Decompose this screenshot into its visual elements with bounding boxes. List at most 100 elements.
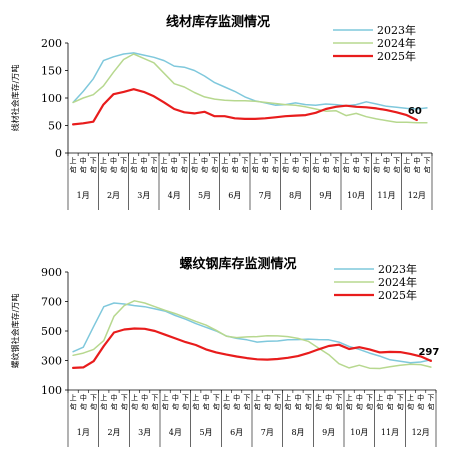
legend-label: 2023年 — [378, 262, 417, 276]
x-tick-label: 上旬 — [284, 393, 291, 411]
month-label: 5月 — [199, 428, 212, 437]
legend-label: 2023年 — [377, 23, 416, 37]
x-tick-label: 上旬 — [131, 393, 138, 411]
y-tick-label: 500 — [41, 325, 62, 338]
month-label: 4月 — [169, 428, 182, 437]
y-tick-label: 100 — [41, 384, 62, 397]
x-tick-label: 上旬 — [254, 393, 261, 411]
chart-title: 螺纹钢库存监测情况 — [179, 256, 296, 272]
x-tick-label: 下旬 — [211, 157, 218, 174]
x-tick-label: 中旬 — [201, 156, 208, 174]
month-label: 5月 — [198, 191, 211, 200]
month-label: 7月 — [261, 428, 274, 437]
x-tick-label: 中旬 — [417, 393, 424, 411]
x-tick-label: 下旬 — [332, 157, 339, 174]
legend-label: 2025年 — [377, 49, 416, 63]
x-tick-label: 下旬 — [120, 157, 127, 174]
month-label: 1月 — [77, 428, 90, 437]
x-tick-label: 中旬 — [80, 393, 87, 411]
x-tick-label: 下旬 — [423, 157, 430, 174]
month-label: 10月 — [347, 191, 365, 200]
x-tick-label: 下旬 — [90, 394, 97, 411]
x-tick-label: 上旬 — [221, 156, 228, 174]
x-tick-label: 上旬 — [312, 156, 319, 174]
x-tick-label: 下旬 — [274, 394, 281, 411]
x-tick-label: 下旬 — [241, 157, 248, 174]
month-label: 2月 — [107, 191, 120, 200]
y-axis-label: 螺纹钢社会库存/万吨 — [10, 294, 20, 369]
x-tick-label: 中旬 — [80, 156, 87, 174]
month-label: 8月 — [291, 428, 304, 437]
month-label: 10月 — [350, 428, 368, 437]
x-tick-label: 中旬 — [325, 393, 332, 411]
month-label: 12月 — [412, 428, 430, 437]
x-tick-label: 上旬 — [376, 393, 383, 411]
x-tick-label: 中旬 — [233, 393, 240, 411]
legend-label: 2024年 — [378, 275, 417, 289]
series-line-2024年 — [72, 53, 428, 124]
x-tick-label: 上旬 — [191, 156, 198, 174]
month-label: 9月 — [319, 191, 332, 200]
x-tick-label: 下旬 — [182, 394, 189, 411]
y-tick-label: 100 — [41, 92, 62, 105]
x-tick-label: 上旬 — [403, 156, 410, 174]
x-tick-label: 下旬 — [366, 394, 373, 411]
month-label: 3月 — [138, 428, 151, 437]
month-label: 6月 — [228, 191, 241, 200]
x-tick-label: 上旬 — [407, 393, 414, 411]
month-label: 4月 — [168, 191, 181, 200]
month-label: 11月 — [381, 428, 399, 437]
series-end-data-label: 60 — [408, 106, 422, 117]
x-tick-label: 上旬 — [161, 156, 168, 174]
x-tick-label: 上旬 — [70, 156, 77, 174]
y-tick-label: 0 — [55, 147, 62, 160]
rebar-chart-svg: 螺纹钢库存监测情况螺纹钢社会库存/万吨100300500700900上旬中旬下旬… — [10, 256, 439, 447]
x-tick-label: 下旬 — [305, 394, 312, 411]
wire-rod-inventory-chart: 线材库存监测情况 线材社会库存/万吨 0 50 100 150 200 上旬 中旬 下旬 上旬 中旬下… — [0, 0, 452, 234]
x-tick-label: 中旬 — [383, 156, 390, 174]
x-tick-label: 下旬 — [363, 157, 370, 174]
x-tick-label: 上旬 — [343, 156, 350, 174]
y-tick-label: 300 — [41, 355, 62, 368]
x-tick-label: 上旬 — [192, 393, 199, 411]
x-tick-label: 上旬 — [373, 156, 380, 174]
x-tick-label: 上旬 — [100, 156, 107, 174]
x-tick-label: 中旬 — [353, 156, 360, 174]
x-tick-label: 下旬 — [151, 394, 158, 411]
month-label: 1月 — [77, 191, 90, 200]
x-tick-label: 下旬 — [243, 394, 250, 411]
legend-label: 2025年 — [378, 288, 417, 302]
series-line-2025年 — [71, 88, 418, 126]
x-tick-label: 下旬 — [393, 157, 400, 174]
x-tick-label: 下旬 — [397, 394, 404, 411]
x-tick-label: 中旬 — [111, 393, 118, 411]
x-tick-label: 下旬 — [90, 157, 97, 174]
x-tick-label: 中旬 — [295, 393, 302, 411]
month-label: 9月 — [322, 428, 335, 437]
month-label: 8月 — [289, 191, 302, 200]
chart-title: 线材库存监测情况 — [166, 14, 270, 30]
x-tick-label: 中旬 — [141, 393, 148, 411]
x-tick-label: 上旬 — [346, 393, 353, 411]
x-tick-label: 中旬 — [231, 156, 238, 174]
x-tick-label: 中旬 — [292, 156, 299, 174]
x-tick-label: 上旬 — [223, 393, 230, 411]
legend-label: 2024年 — [377, 36, 416, 50]
x-tick-label: 上旬 — [315, 393, 322, 411]
x-tick-label: 下旬 — [150, 157, 157, 174]
month-label: 2月 — [107, 428, 120, 437]
x-tick-label: 上旬 — [70, 393, 77, 411]
x-tick-label: 中旬 — [172, 393, 179, 411]
series-line-2023年 — [72, 302, 432, 364]
y-tick-label: 200 — [41, 37, 62, 50]
x-tick-label: 中旬 — [140, 156, 147, 174]
y-tick-label: 700 — [41, 296, 62, 309]
series-line-2023年 — [72, 52, 428, 110]
series-line-2025年 — [71, 327, 432, 369]
x-tick-label: 上旬 — [162, 393, 169, 411]
x-tick-label: 中旬 — [356, 393, 363, 411]
series-end-data-label: 297 — [418, 347, 439, 358]
x-tick-label: 中旬 — [262, 156, 269, 174]
x-tick-label: 中旬 — [387, 393, 394, 411]
month-label: 12月 — [408, 191, 426, 200]
